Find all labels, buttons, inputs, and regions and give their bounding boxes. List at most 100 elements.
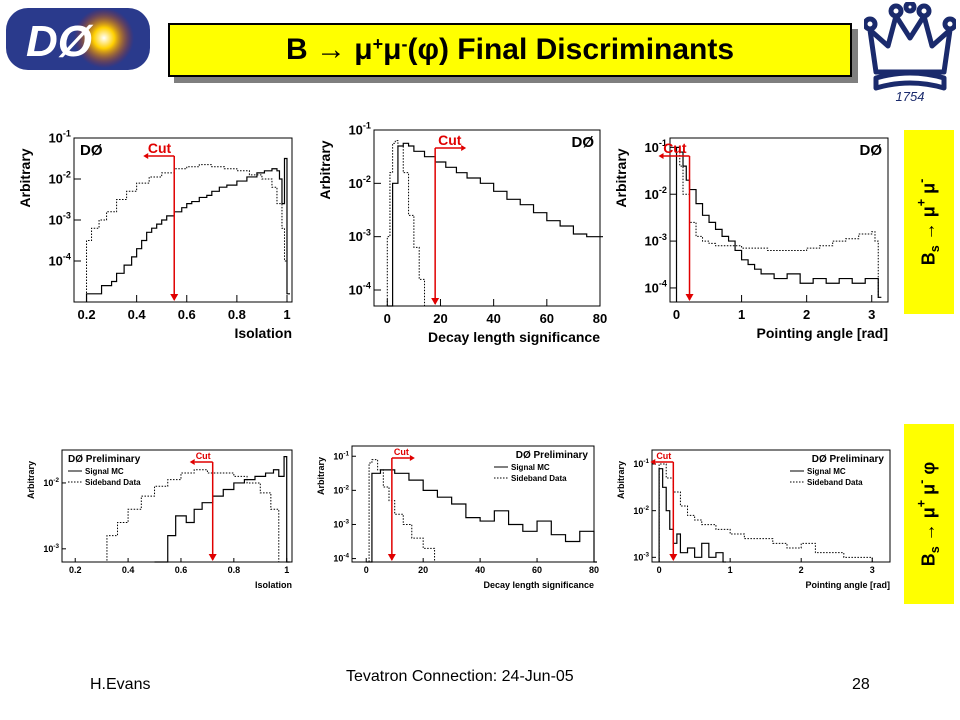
cut-arrowhead <box>658 153 664 159</box>
x-tick-label: 0.2 <box>77 307 95 322</box>
cut-arrowhead <box>461 145 467 151</box>
chart-decay-length-bottom: 0 20 40 60 80 10-4 10-3 10-2 10-1 Decay length si… <box>316 445 599 590</box>
title-prefix: B → μ <box>285 33 373 66</box>
x-tick-label: 60 <box>532 565 542 575</box>
plot-frame <box>373 129 601 307</box>
y-axis-label: Arbitrary <box>616 461 626 499</box>
y-tick-label: 10-1 <box>348 121 371 138</box>
experiment-tag: DØ Preliminary <box>68 454 141 465</box>
x-tick-label: 3 <box>870 565 875 575</box>
x-tick-label: 0.8 <box>228 307 246 322</box>
chart-decay-length-top: 0 20 40 60 80 10-4 10-3 10-2 10-1 Decay length si… <box>318 121 607 345</box>
cut-arrow-down <box>170 294 179 301</box>
cut-arrow-down <box>387 554 396 561</box>
x-axis-label: Isolation <box>234 325 292 341</box>
series-signal <box>85 157 290 302</box>
chart-isolation-top: 0.2 0.4 0.6 0.8 1 10-4 10-3 10-2 10-1 Isolation Ar… <box>18 129 293 341</box>
cut-label: Cut <box>663 140 687 156</box>
chart-pointing-angle-bottom: 0 1 2 3 10-3 10-2 10-1 Pointing angle [rad] Arbi… <box>616 449 891 590</box>
series-background <box>96 469 282 563</box>
y-axis-label: Arbitrary <box>18 148 33 207</box>
x-axis-label: Pointing angle [rad] <box>757 325 888 341</box>
experiment-tag: DØ <box>572 134 595 151</box>
y-tick-label: 10-1 <box>644 138 667 155</box>
y-tick-label: 10-3 <box>48 211 71 228</box>
series-signal <box>387 142 603 307</box>
x-tick-label: 1 <box>284 565 289 575</box>
cut-arrowhead <box>650 459 656 465</box>
series-background <box>676 151 882 302</box>
x-tick-label: 2 <box>803 307 810 322</box>
y-tick-label: 10-4 <box>333 553 349 564</box>
x-tick-label: 0 <box>657 565 662 575</box>
y-tick-label: 10-4 <box>48 252 71 269</box>
columbia-year: 1754 <box>896 89 925 102</box>
series-background <box>381 140 428 307</box>
x-tick-label: 0 <box>384 311 391 326</box>
side-label-top: Bs → μ+ μ- <box>914 178 943 266</box>
cut-arrow-down <box>208 554 217 561</box>
title-mid: μ <box>383 33 402 66</box>
y-axis-label: Arbitrary <box>26 461 36 499</box>
footer-author: H.Evans <box>90 676 151 693</box>
footer-event: Tevatron Connection: 24-Jun-05 <box>346 668 574 685</box>
y-tick-label: 10-2 <box>644 185 667 202</box>
plot-frame <box>73 137 293 303</box>
experiment-tag: DØ Preliminary <box>812 454 885 465</box>
x-tick-label: 0.8 <box>228 565 241 575</box>
cut-label: Cut <box>656 451 671 461</box>
chart-isolation-bottom: 0.2 0.4 0.6 0.8 1 10-3 10-2 Isolation Arbitrary C… <box>26 449 293 590</box>
series-signal <box>154 455 290 563</box>
cut-label: Cut <box>394 447 409 457</box>
y-tick-label: 10-1 <box>48 129 71 146</box>
cut-arrowhead <box>189 459 195 465</box>
series-signal <box>658 468 727 563</box>
chart-pointing-angle-top: 0 1 2 3 10-4 10-3 10-2 10-1 Pointing angle [rad]… <box>614 137 889 341</box>
x-tick-label: 20 <box>433 311 447 326</box>
y-tick-label: 10-4 <box>348 281 371 298</box>
cut-arrow-down <box>669 554 678 561</box>
legend-entry: Sideband Data <box>511 474 567 483</box>
x-tick-label: 0.6 <box>175 565 188 575</box>
cut-label: Cut <box>438 132 462 148</box>
plot-frame <box>61 449 293 563</box>
y-tick-label: 10-1 <box>633 458 649 469</box>
y-tick-label: 10-3 <box>43 543 59 554</box>
x-tick-label: 0 <box>364 565 369 575</box>
plot-frame <box>669 137 889 303</box>
y-axis-label: Arbitrary <box>316 457 326 495</box>
y-tick-label: 10-2 <box>348 174 371 191</box>
cut-arrow-down <box>431 298 440 305</box>
side-label-bottom: Bs → μ+ μ- φ <box>914 461 943 567</box>
title-suffix: (φ) Final Discriminants <box>407 33 735 66</box>
y-axis-label: Arbitrary <box>318 140 333 199</box>
cut-arrowhead <box>143 153 149 159</box>
y-tick-label: 10-3 <box>633 551 649 562</box>
y-tick-label: 10-2 <box>633 505 649 516</box>
experiment-tag: DØ <box>80 142 103 159</box>
slide-title: B → μ + μ- (φ) Final Discriminants <box>168 23 852 77</box>
x-axis-label: Decay length significance <box>428 329 600 345</box>
columbia-crown-logo: 1754 <box>864 2 956 102</box>
x-tick-label: 2 <box>799 565 804 575</box>
x-tick-label: 80 <box>589 565 599 575</box>
series-signal <box>366 469 597 563</box>
legend-entry: Signal MC <box>511 463 550 472</box>
cut-label: Cut <box>196 451 211 461</box>
legend-entry: Signal MC <box>807 467 846 476</box>
y-tick-label: 10-3 <box>333 519 349 530</box>
x-tick-label: 0.2 <box>69 565 82 575</box>
legend-entry: Sideband Data <box>807 478 863 487</box>
cut-arrow-down <box>685 294 694 301</box>
series-background <box>658 463 876 563</box>
y-tick-label: 10-4 <box>644 279 667 296</box>
x-axis-label: Decay length significance <box>483 580 594 590</box>
y-tick-label: 10-3 <box>644 232 667 249</box>
footer-page-number: 28 <box>852 676 870 693</box>
side-tab-top: Bs → μ+ μ- <box>904 130 954 314</box>
y-tick-label: 10-2 <box>48 170 71 187</box>
dzero-logo: DØ <box>6 8 150 70</box>
side-tab-bottom: Bs → μ+ μ- φ <box>904 424 954 604</box>
series-background <box>86 164 288 302</box>
x-axis-label: Isolation <box>255 580 292 590</box>
